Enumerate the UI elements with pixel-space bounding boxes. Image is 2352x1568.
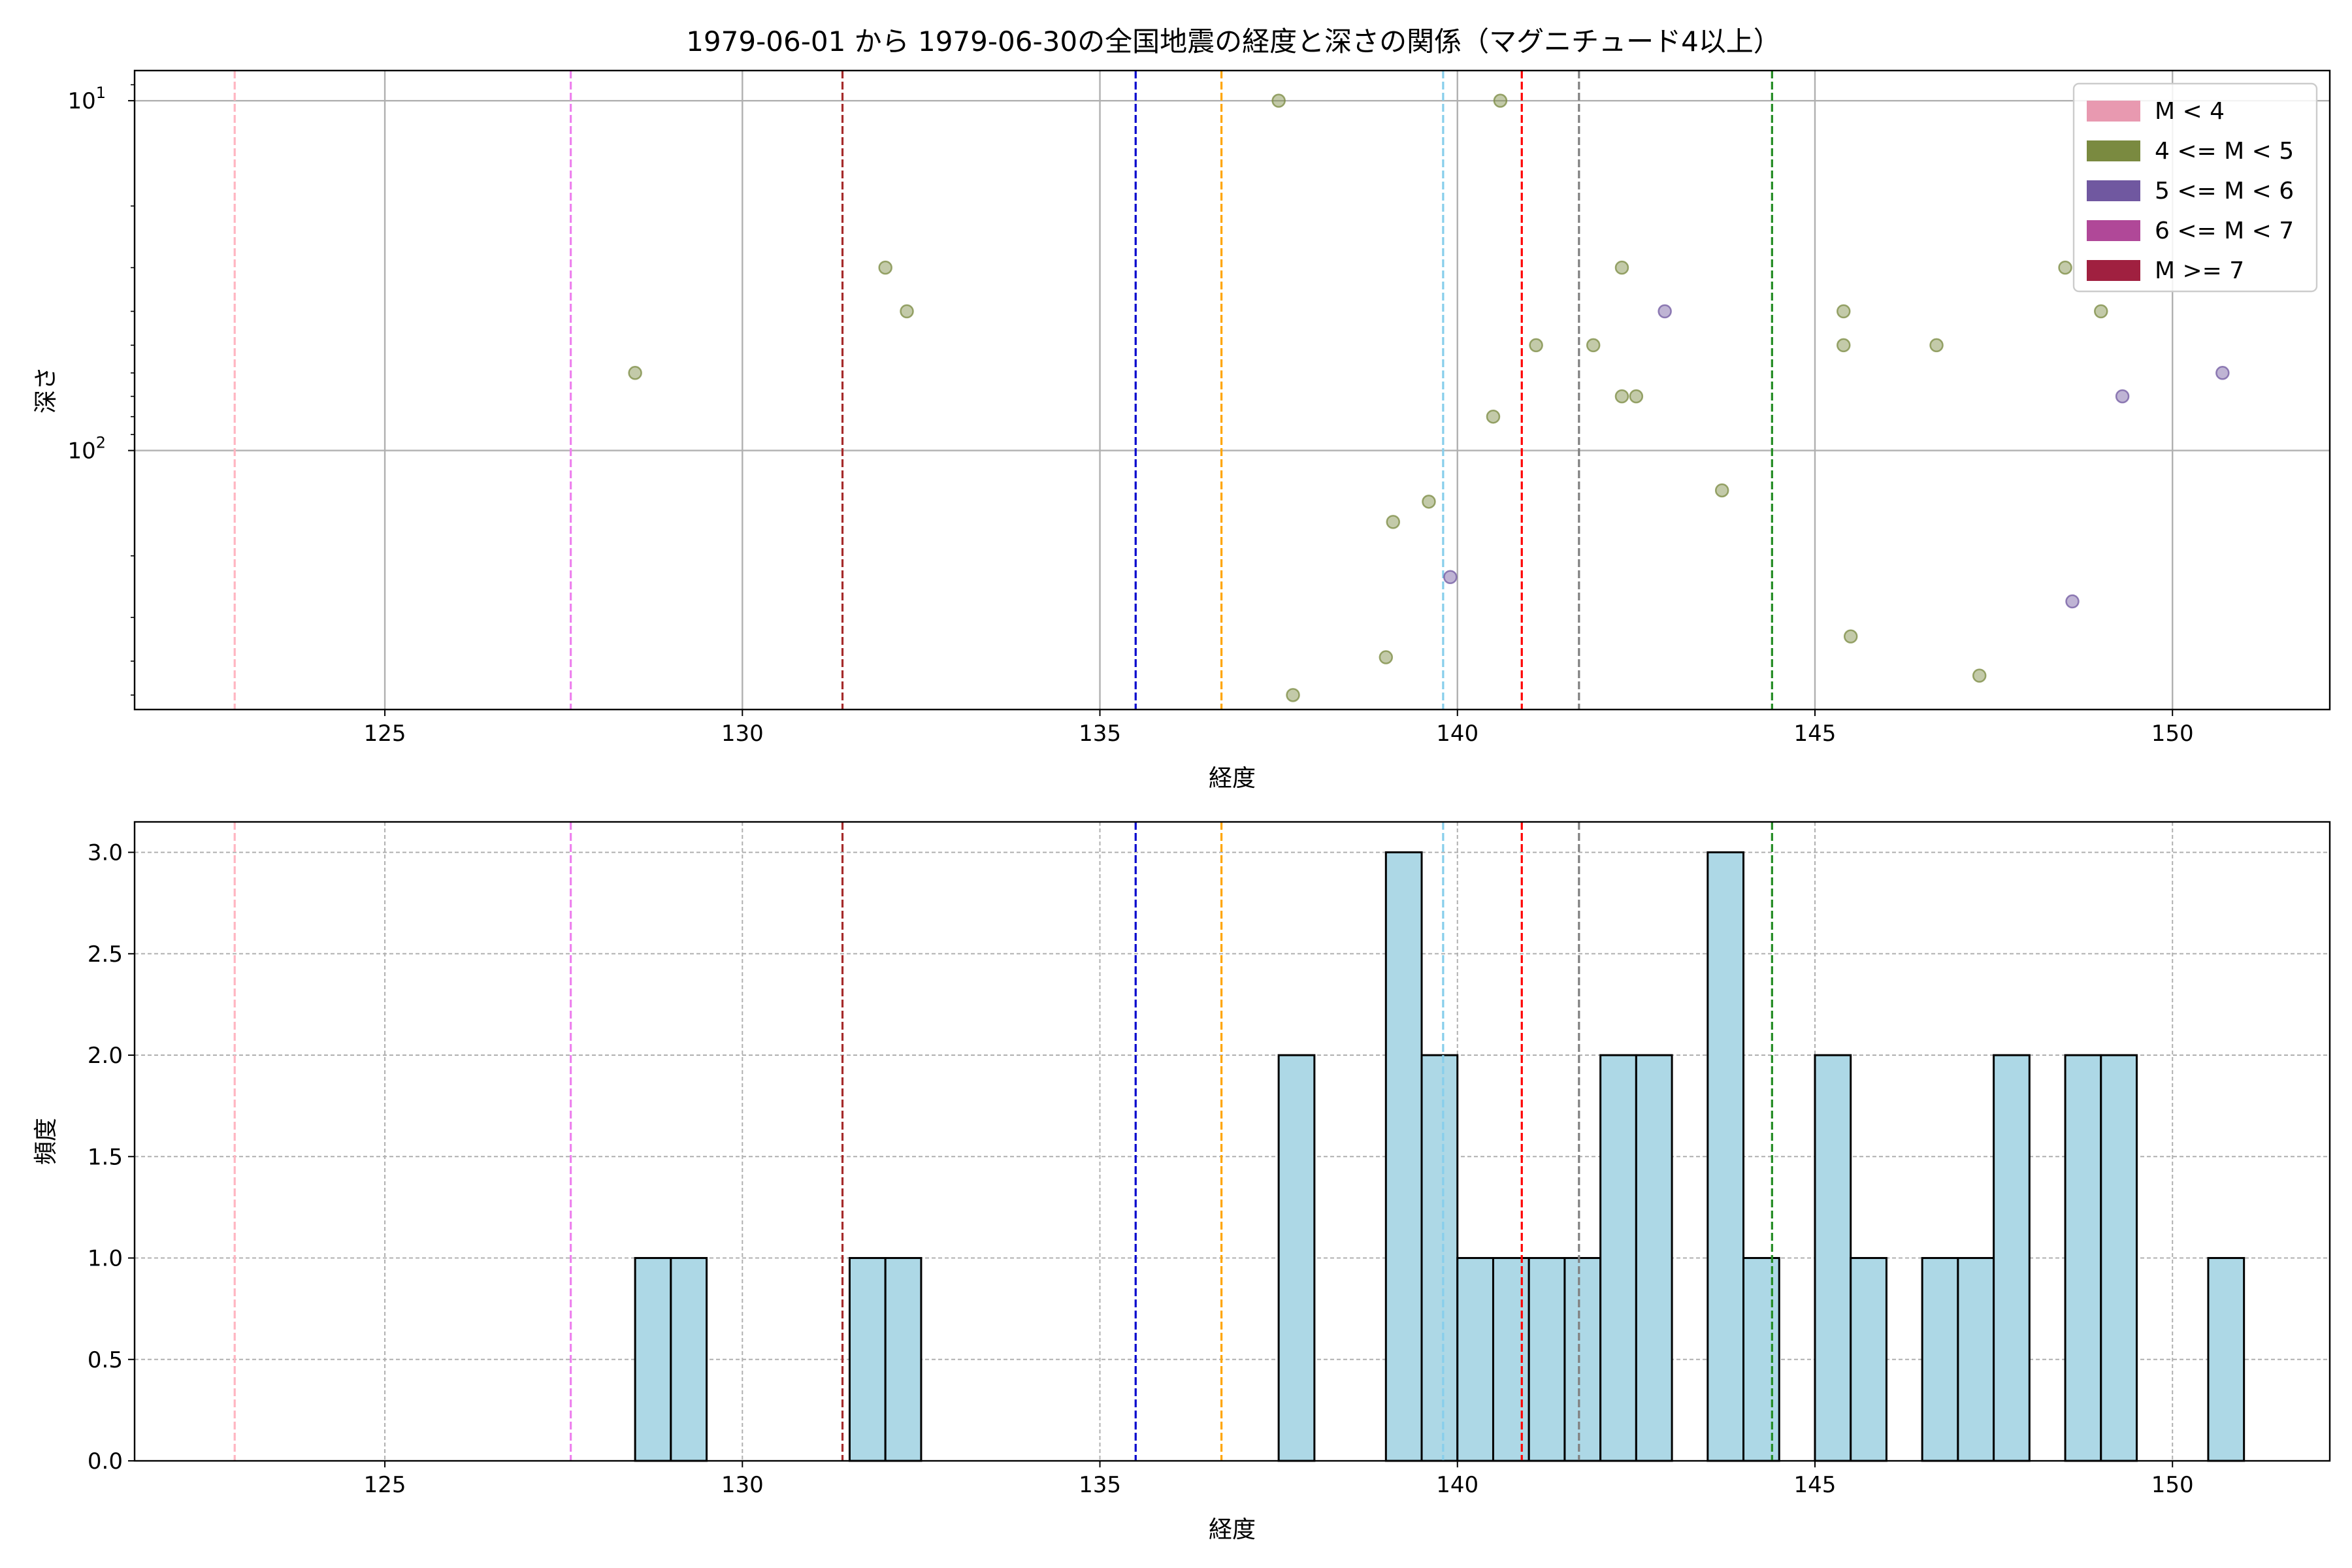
x-axis-label: 経度 <box>1209 1516 1256 1543</box>
data-point <box>1286 688 1300 702</box>
y-axis-label: 頻度 <box>33 1118 59 1165</box>
histogram-bar <box>1563 1257 1602 1462</box>
x-tick-label: 135 <box>1079 1472 1121 1498</box>
histogram-bar <box>2100 1054 2138 1462</box>
data-point <box>2115 389 2130 404</box>
data-point <box>1386 515 1401 529</box>
legend-swatch <box>2087 260 2140 281</box>
histogram-plot: 125 130 135 140 145 150 0.0 0.5 1.0 1.5 2.0 2.5 3.0 経… <box>33 821 2331 1543</box>
y-tick-label: 0.5 <box>88 1347 123 1373</box>
histogram-bar <box>1420 1054 1459 1462</box>
legend-swatch <box>2087 180 2140 201</box>
x-tick-label: 130 <box>721 721 764 747</box>
histogram-bar <box>1957 1257 1995 1462</box>
data-point <box>2065 594 2080 609</box>
histogram-bar <box>848 1257 887 1462</box>
data-point <box>900 304 914 319</box>
data-point <box>2215 366 2230 380</box>
data-point <box>1929 338 1944 353</box>
data-point <box>1586 338 1601 353</box>
histogram-bar <box>884 1257 923 1462</box>
x-tick-label: 145 <box>1794 1472 1837 1498</box>
data-point <box>1529 338 1543 353</box>
histogram-bar <box>634 1257 672 1462</box>
data-point <box>1614 260 1629 275</box>
data-point <box>1271 93 1286 108</box>
legend-swatch <box>2087 220 2140 241</box>
data-point <box>1443 570 1458 585</box>
legend: M < 4 4 <= M < 5 5 <= M < 6 6 <= M < 7 M >= … <box>2072 82 2318 293</box>
histogram-bar <box>1456 1257 1494 1462</box>
y-tick-label: 1.5 <box>88 1144 123 1170</box>
x-tick-label: 125 <box>364 721 406 747</box>
y-tick-label: 2.5 <box>88 941 123 968</box>
histogram-bar <box>2207 1257 2246 1462</box>
data-point <box>1658 304 1672 319</box>
y-tick-base: 10 <box>67 88 95 114</box>
data-point <box>1972 668 1987 683</box>
plot-frame <box>133 821 2331 1462</box>
legend-label: 6 <= M < 7 <box>2155 218 2294 244</box>
data-point <box>1714 483 1729 498</box>
y-tick-label: 0.0 <box>88 1448 123 1475</box>
legend-label: M >= 7 <box>2155 257 2244 284</box>
data-point <box>1422 495 1436 509</box>
x-axis-label: 経度 <box>1209 765 1256 792</box>
y-tick-exponent: 1 <box>96 84 106 102</box>
legend-label: 4 <= M < 5 <box>2155 138 2294 165</box>
x-tick-label: 135 <box>1079 721 1121 747</box>
x-tick-label: 140 <box>1436 721 1478 747</box>
histogram-bar <box>1599 1054 1637 1462</box>
x-tick-label: 130 <box>721 1472 764 1498</box>
histogram-bar <box>1850 1257 1887 1462</box>
data-point <box>1837 338 1851 353</box>
histogram-bar <box>1742 1257 1780 1462</box>
histogram-bar <box>670 1257 708 1462</box>
data-point <box>1843 629 1858 644</box>
histogram-bar <box>1814 1054 1852 1462</box>
data-point <box>1614 389 1629 404</box>
legend-swatch <box>2087 140 2140 161</box>
x-tick-label: 150 <box>2151 721 2194 747</box>
plot-frame <box>133 69 2331 711</box>
y-tick-exponent: 2 <box>96 434 106 452</box>
data-point <box>878 260 892 275</box>
histogram-bar <box>1277 1054 1316 1462</box>
data-point <box>1837 304 1851 319</box>
histogram-bar <box>1384 851 1423 1462</box>
legend-label: 5 <= M < 6 <box>2155 178 2294 204</box>
y-tick-label: 3.0 <box>88 840 123 866</box>
histogram-bar <box>1635 1054 1673 1462</box>
data-point <box>1486 409 1501 424</box>
histogram-bar <box>1707 851 1745 1462</box>
data-point <box>1379 650 1394 664</box>
histogram-bar <box>1492 1257 1530 1462</box>
y-tick-label: 2.0 <box>88 1043 123 1069</box>
x-tick-label: 150 <box>2151 1472 2194 1498</box>
data-point <box>2094 304 2108 319</box>
y-tick-label: 102 <box>67 434 106 465</box>
x-tick-label: 125 <box>364 1472 406 1498</box>
y-tick-base: 10 <box>67 438 95 465</box>
histogram-bar <box>1921 1257 1959 1462</box>
histogram-bar <box>1993 1054 2031 1462</box>
legend-label: M < 4 <box>2155 98 2225 125</box>
data-point <box>628 366 642 380</box>
x-tick-label: 145 <box>1794 721 1837 747</box>
legend-swatch <box>2087 101 2140 122</box>
data-point <box>1629 389 1644 404</box>
y-axis-label: 深さ <box>33 367 59 414</box>
histogram-bar <box>2064 1054 2102 1462</box>
y-tick-label: 101 <box>67 84 106 114</box>
histogram-bar <box>1527 1257 1566 1462</box>
y-tick-label: 1.0 <box>88 1246 123 1272</box>
chart-title: 1979-06-01 から 1979-06-30の全国地震の経度と深さの関係（マ… <box>686 25 1781 57</box>
data-point <box>2058 260 2072 275</box>
data-point <box>1493 93 1508 108</box>
x-tick-label: 140 <box>1436 1472 1478 1498</box>
